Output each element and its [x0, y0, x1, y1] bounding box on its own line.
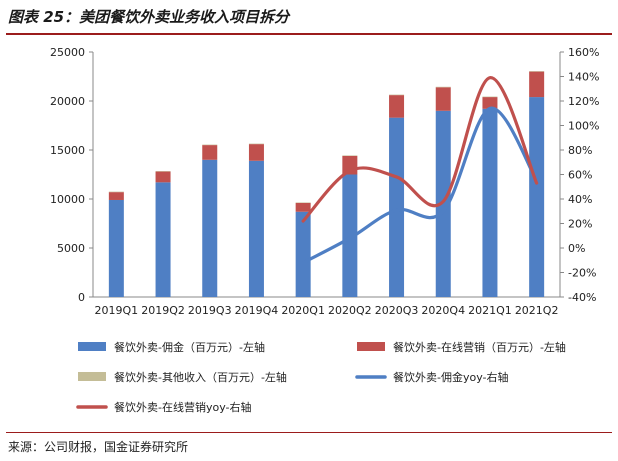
bar-segment — [435, 110, 451, 297]
right-tick-label: 20% — [568, 218, 592, 231]
bar-segment — [482, 108, 498, 297]
x-tick-label: 2019Q3 — [188, 304, 232, 317]
source-note: 来源：公司财报，国金证券研究所 — [8, 440, 189, 454]
x-tick-label: 2021Q2 — [515, 304, 559, 317]
x-tick-label: 2019Q1 — [95, 304, 139, 317]
bar-segment — [155, 182, 171, 297]
legend-label: 餐饮外卖-佣金yoy-右轴 — [393, 370, 509, 384]
commission-yoy-line — [301, 106, 539, 265]
bar-segment — [295, 211, 311, 297]
legend-label: 餐饮外卖-其他收入（百万元）-左轴 — [114, 370, 287, 384]
right-tick-label: 100% — [568, 120, 599, 133]
bar-segment — [342, 174, 358, 297]
left-tick-label: 20000 — [50, 95, 85, 108]
x-tick-label: 2019Q2 — [141, 304, 185, 317]
bar-segment — [202, 145, 218, 160]
bar-segment — [108, 192, 124, 200]
right-tick-label: -40% — [568, 291, 596, 304]
left-tick-label: 0 — [78, 291, 85, 304]
right-tick-label: 140% — [568, 71, 599, 84]
bar-segment — [248, 144, 264, 161]
right-tick-label: 40% — [568, 193, 592, 206]
bar-segment — [435, 87, 451, 111]
right-tick-label: 120% — [568, 95, 599, 108]
bar-segment — [155, 171, 171, 183]
bar-segment — [108, 199, 124, 297]
x-tick-label: 2019Q4 — [235, 304, 279, 317]
legend-swatch — [78, 342, 106, 351]
left-tick-label: 10000 — [50, 193, 85, 206]
right-tick-label: 60% — [568, 169, 592, 182]
bar-segment — [389, 95, 405, 118]
legend-label: 餐饮外卖-佣金（百万元）-左轴 — [114, 340, 265, 354]
x-tick-label: 2021Q1 — [468, 304, 512, 317]
title-divider — [6, 33, 612, 35]
chart: 0 5000 10000 15000 20000 25000 -40% -20% 0% 20% 40… — [50, 46, 599, 414]
right-tick-label: 0% — [568, 242, 585, 255]
chart-title: 图表 25：美团餐饮外卖业务收入项目拆分 — [8, 8, 290, 26]
marketing-yoy-line — [301, 76, 539, 223]
x-tick-label: 2020Q1 — [281, 304, 325, 317]
x-tick-label: 2020Q3 — [375, 304, 419, 317]
right-tick-label: 160% — [568, 46, 599, 59]
bar-segment — [529, 97, 545, 297]
legend-label: 餐饮外卖-在线营销（百万元）-左轴 — [393, 340, 566, 354]
bar-segment — [389, 117, 405, 297]
left-tick-label: 25000 — [50, 46, 85, 59]
bar-segment — [482, 97, 498, 109]
bar-segment — [529, 71, 545, 98]
legend-swatch — [357, 342, 385, 351]
x-tick-label: 2020Q2 — [328, 304, 372, 317]
bar-segment — [295, 202, 311, 212]
legend-swatch — [78, 372, 106, 381]
bar-segment — [202, 159, 218, 297]
left-tick-label: 15000 — [50, 144, 85, 157]
footer-divider — [6, 432, 612, 433]
right-tick-label: 80% — [568, 144, 592, 157]
right-tick-label: -20% — [568, 267, 596, 280]
bar-segment — [248, 160, 264, 297]
legend-label: 餐饮外卖-在线营销yoy-右轴 — [114, 400, 252, 414]
left-tick-label: 5000 — [57, 242, 85, 255]
x-tick-label: 2020Q4 — [421, 304, 465, 317]
